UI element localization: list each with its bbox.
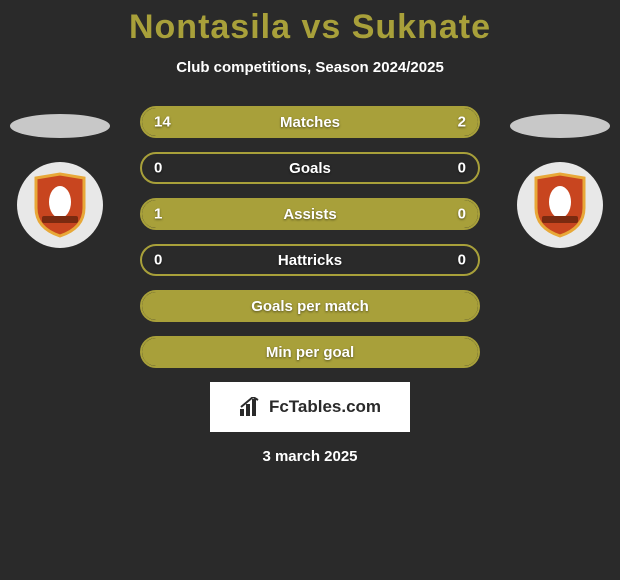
stat-value-right: 0: [458, 206, 466, 223]
subtitle: Club competitions, Season 2024/2025: [0, 59, 620, 76]
date-label: 3 march 2025: [0, 448, 620, 465]
stat-value-left: 0: [154, 160, 162, 177]
stat-bar: 1 0 Assists: [140, 198, 480, 230]
comparison-panel: 14 2 Matches 0 0 Goals 1 0 Assists 0 0 Hattricks Goa…: [0, 106, 620, 465]
stat-value-left: 0: [154, 252, 162, 269]
club-badge-left: [17, 162, 103, 248]
stat-label: Hattricks: [278, 252, 342, 269]
branding-text: FcTables.com: [269, 397, 381, 417]
stat-fill-right: [411, 108, 478, 136]
stat-value-right: 2: [458, 114, 466, 131]
shield-icon: [532, 172, 588, 238]
stat-label: Goals per match: [251, 298, 369, 315]
stat-label: Assists: [283, 206, 336, 223]
stat-bars: 14 2 Matches 0 0 Goals 1 0 Assists 0 0 Hattricks Goa…: [140, 106, 480, 368]
stat-value-right: 0: [458, 252, 466, 269]
bar-chart-icon: [239, 397, 263, 417]
stat-bar: Min per goal: [140, 336, 480, 368]
player-silhouette-left: [10, 114, 110, 138]
stat-bar: 0 0 Goals: [140, 152, 480, 184]
player-left-column: [10, 106, 110, 248]
page-title: Nontasila vs Suknate: [0, 8, 620, 47]
stat-bar: 14 2 Matches: [140, 106, 480, 138]
shield-icon: [32, 172, 88, 238]
stat-fill-left: [142, 108, 411, 136]
stat-label: Min per goal: [266, 344, 354, 361]
stat-value-left: 1: [154, 206, 162, 223]
player-silhouette-right: [510, 114, 610, 138]
club-badge-right: [517, 162, 603, 248]
stat-bar: Goals per match: [140, 290, 480, 322]
stat-bar: 0 0 Hattricks: [140, 244, 480, 276]
stat-label: Goals: [289, 160, 331, 177]
player-right-column: [510, 106, 610, 248]
stat-value-left: 14: [154, 114, 171, 131]
stat-value-right: 0: [458, 160, 466, 177]
branding-box: FcTables.com: [210, 382, 410, 432]
stat-label: Matches: [280, 114, 340, 131]
